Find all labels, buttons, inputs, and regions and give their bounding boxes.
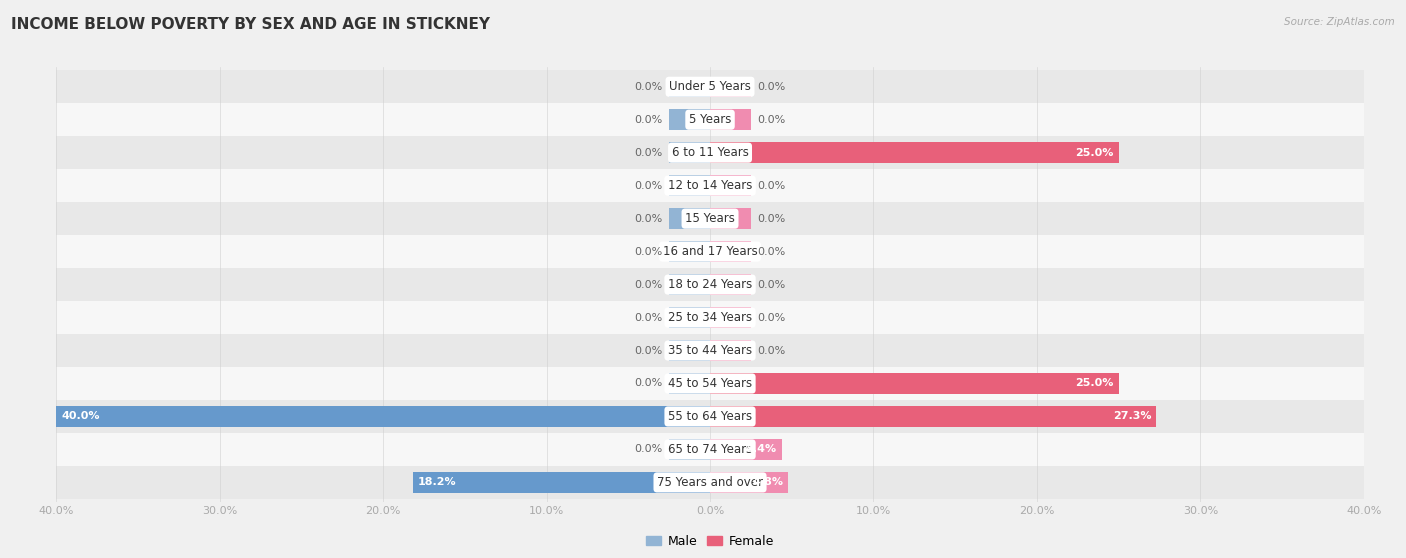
Bar [56, 367, 1364, 400]
Bar [669, 208, 710, 229]
Text: 75 Years and over: 75 Years and over [657, 476, 763, 489]
Text: Under 5 Years: Under 5 Years [669, 80, 751, 93]
Bar [669, 142, 710, 163]
Bar [710, 208, 751, 229]
Text: 45 to 54 Years: 45 to 54 Years [668, 377, 752, 390]
Text: 18.2%: 18.2% [418, 478, 456, 488]
Bar [669, 175, 710, 196]
Text: 5 Years: 5 Years [689, 113, 731, 126]
Text: 25.0%: 25.0% [1076, 148, 1114, 158]
Bar [669, 340, 710, 360]
Bar [669, 242, 710, 262]
Bar [710, 142, 1119, 163]
Bar [710, 439, 782, 460]
Text: 25 to 34 Years: 25 to 34 Years [668, 311, 752, 324]
Bar [56, 268, 1364, 301]
Text: 6 to 11 Years: 6 to 11 Years [672, 146, 748, 159]
Bar [56, 433, 1364, 466]
Text: 0.0%: 0.0% [758, 214, 786, 224]
Bar [669, 275, 710, 295]
Bar [56, 136, 1364, 169]
Bar [710, 275, 751, 295]
Text: 0.0%: 0.0% [634, 214, 662, 224]
Bar [56, 169, 1364, 202]
Text: 0.0%: 0.0% [634, 181, 662, 191]
Text: 0.0%: 0.0% [634, 148, 662, 158]
Text: INCOME BELOW POVERTY BY SEX AND AGE IN STICKNEY: INCOME BELOW POVERTY BY SEX AND AGE IN S… [11, 17, 491, 32]
Bar [56, 400, 1364, 433]
Bar [669, 439, 710, 460]
Bar [710, 175, 751, 196]
Text: 0.0%: 0.0% [758, 81, 786, 92]
Bar [710, 76, 751, 97]
Bar [56, 103, 1364, 136]
Text: 0.0%: 0.0% [758, 345, 786, 355]
Text: 0.0%: 0.0% [634, 115, 662, 125]
Text: 0.0%: 0.0% [758, 247, 786, 257]
Bar [56, 235, 1364, 268]
Bar [56, 334, 1364, 367]
Text: 0.0%: 0.0% [634, 345, 662, 355]
Text: 0.0%: 0.0% [758, 312, 786, 323]
Bar [669, 109, 710, 130]
Bar [710, 307, 751, 328]
Text: 12 to 14 Years: 12 to 14 Years [668, 179, 752, 192]
Text: 4.4%: 4.4% [747, 444, 778, 454]
Text: 0.0%: 0.0% [758, 115, 786, 125]
Legend: Male, Female: Male, Female [641, 530, 779, 552]
Bar [56, 301, 1364, 334]
Text: 4.8%: 4.8% [752, 478, 783, 488]
Text: 27.3%: 27.3% [1112, 411, 1152, 421]
Bar [710, 242, 751, 262]
Bar [710, 406, 1156, 427]
Text: Source: ZipAtlas.com: Source: ZipAtlas.com [1284, 17, 1395, 27]
Bar [710, 109, 751, 130]
Text: 35 to 44 Years: 35 to 44 Years [668, 344, 752, 357]
Text: 40.0%: 40.0% [60, 411, 100, 421]
Bar [56, 70, 1364, 103]
Bar [669, 373, 710, 394]
Text: 18 to 24 Years: 18 to 24 Years [668, 278, 752, 291]
Bar [412, 472, 710, 493]
Text: 16 and 17 Years: 16 and 17 Years [662, 245, 758, 258]
Text: 0.0%: 0.0% [634, 312, 662, 323]
Bar [710, 340, 751, 360]
Bar [710, 373, 1119, 394]
Text: 0.0%: 0.0% [634, 280, 662, 290]
Text: 0.0%: 0.0% [634, 378, 662, 388]
Bar [710, 472, 789, 493]
Bar [56, 202, 1364, 235]
Text: 55 to 64 Years: 55 to 64 Years [668, 410, 752, 423]
Text: 0.0%: 0.0% [758, 280, 786, 290]
Bar [56, 466, 1364, 499]
Text: 15 Years: 15 Years [685, 212, 735, 225]
Bar [56, 406, 710, 427]
Text: 0.0%: 0.0% [634, 81, 662, 92]
Text: 65 to 74 Years: 65 to 74 Years [668, 443, 752, 456]
Text: 0.0%: 0.0% [634, 444, 662, 454]
Text: 25.0%: 25.0% [1076, 378, 1114, 388]
Text: 0.0%: 0.0% [758, 181, 786, 191]
Text: 0.0%: 0.0% [634, 247, 662, 257]
Bar [669, 76, 710, 97]
Bar [669, 307, 710, 328]
